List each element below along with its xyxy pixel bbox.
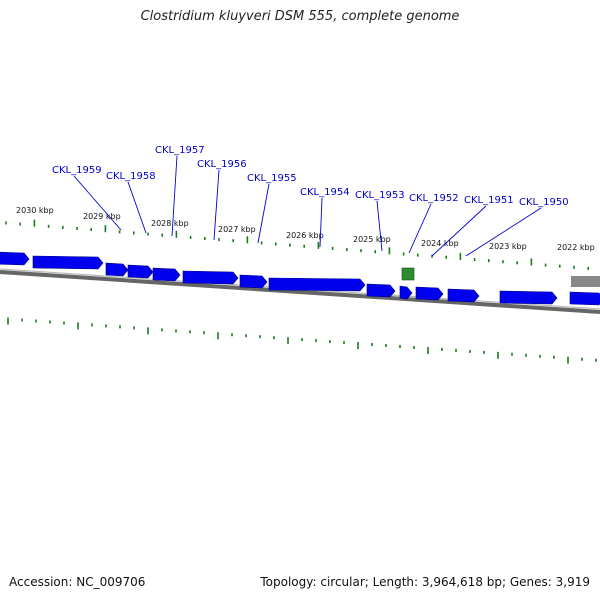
genome-title: Clostridium kluyveri DSM 555, complete g… xyxy=(140,9,460,24)
gene-leader-line xyxy=(465,207,542,257)
gene-label: CKL_1950 xyxy=(519,197,569,208)
cds-arrow xyxy=(0,251,30,266)
cds-arrow xyxy=(499,290,558,305)
gene-leader-line xyxy=(408,203,432,254)
genome-backbone xyxy=(0,270,600,314)
cds-arrow xyxy=(447,288,480,303)
cds-arrow xyxy=(127,264,154,279)
kbp-label: 2025 kbp xyxy=(353,235,391,244)
cds-arrow xyxy=(569,291,600,306)
gene-label: CKL_1953 xyxy=(355,190,405,201)
rna-feature xyxy=(401,267,415,281)
kbp-label: 2028 kbp xyxy=(151,219,189,228)
gene-leader-line xyxy=(127,181,147,234)
genome-summary-text: Topology: circular; Length: 3,964,618 bp… xyxy=(260,575,590,589)
outer-scale-ticks xyxy=(5,219,590,270)
inner-scale-ticks xyxy=(7,317,597,364)
cds-arrow xyxy=(268,277,366,292)
gene-label: CKL_1958 xyxy=(106,171,156,182)
cds-arrow xyxy=(366,283,396,298)
kbp-label: 2026 kbp xyxy=(286,231,324,240)
gene-leader-line xyxy=(257,183,270,244)
cds-arrow xyxy=(182,270,239,285)
accession-text: Accession: NC_009706 xyxy=(9,575,146,589)
gene-track xyxy=(0,251,600,306)
gene-leader-line xyxy=(376,200,383,252)
cds-arrow xyxy=(399,285,413,300)
gene-leader-line xyxy=(73,175,122,231)
gene-label-leaders xyxy=(73,155,542,257)
gene-label: CKL_1957 xyxy=(155,145,205,156)
kbp-scale-labels: 2030 kbp 2029 kbp 2028 kbp 2027 kbp 2026 kbp… xyxy=(16,206,595,252)
cds-arrow xyxy=(105,262,129,277)
gene-label: CKL_1955 xyxy=(247,173,297,184)
gene-leader-line xyxy=(171,155,178,237)
gene-leader-line xyxy=(431,205,487,257)
gene-label: CKL_1954 xyxy=(300,187,350,198)
kbp-label: 2024 kbp xyxy=(421,239,459,248)
kbp-label: 2030 kbp xyxy=(16,206,54,215)
gene-label: CKL_1952 xyxy=(409,193,459,204)
cds-arrow xyxy=(32,255,104,270)
kbp-label: 2029 kbp xyxy=(83,212,121,221)
cds-arrow xyxy=(239,274,268,289)
gene-labels: CKL_1959 CKL_1958 CKL_1957 CKL_1956CKL_1955… xyxy=(52,145,569,208)
kbp-label: 2023 kbp xyxy=(489,242,527,251)
kbp-label: 2022 kbp xyxy=(557,243,595,252)
gene-leader-line xyxy=(319,197,323,248)
kbp-label: 2027 kbp xyxy=(218,225,256,234)
gene-label: CKL_1959 xyxy=(52,165,102,176)
gene-leader-line xyxy=(213,169,220,241)
gray-feature xyxy=(571,276,600,287)
gene-label: CKL_1956 xyxy=(197,159,247,170)
gene-label: CKL_1951 xyxy=(464,195,514,206)
cds-arrow xyxy=(152,267,181,282)
cds-arrow xyxy=(415,286,444,301)
